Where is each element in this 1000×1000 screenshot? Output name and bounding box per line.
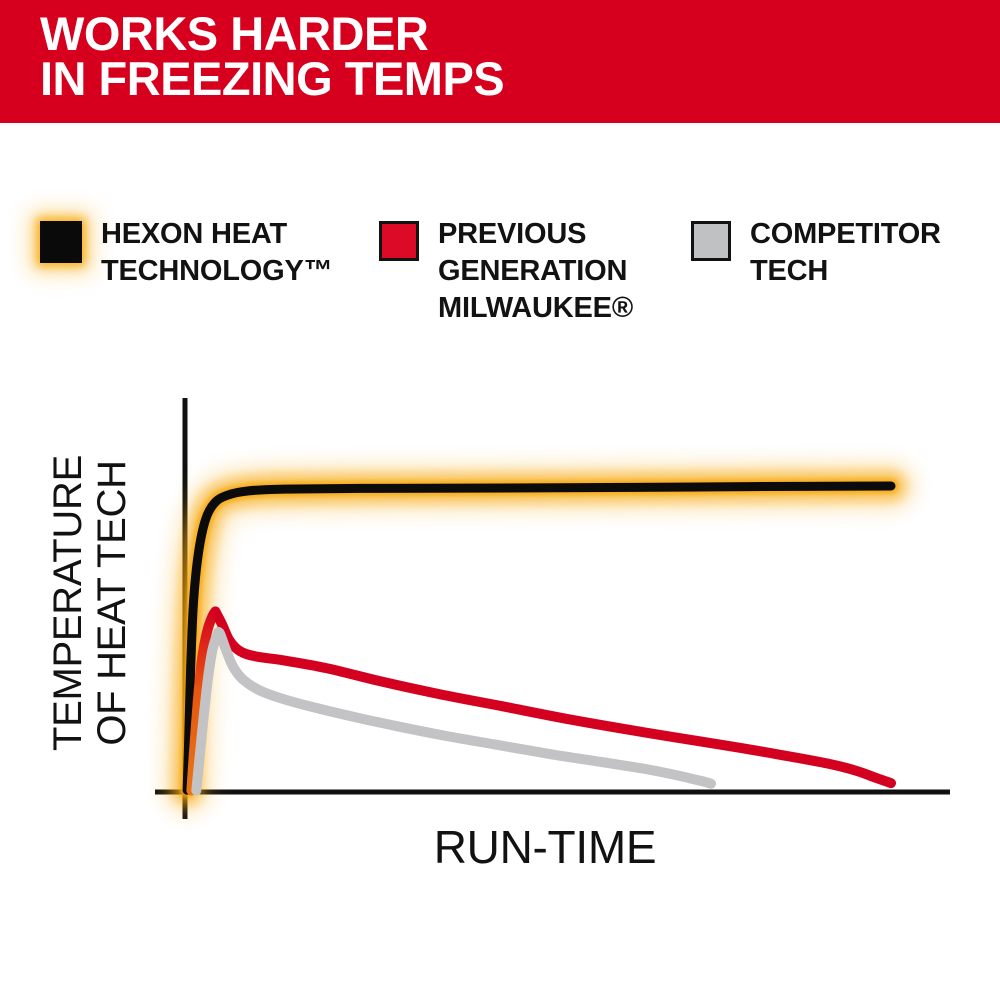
previous-generation-swatch (379, 221, 419, 261)
y-axis-label: TEMPERATURE OF HEAT TECH (46, 403, 134, 803)
legend-item-previous-generation: PREVIOUS GENERATION MILWAUKEE® (379, 218, 633, 327)
previous-generation-label: PREVIOUS GENERATION MILWAUKEE® (438, 216, 633, 327)
legend-line: PREVIOUS (438, 218, 587, 250)
legend-line: GENERATION (438, 255, 628, 287)
legend-item-hexon-heat: HEXON HEAT TECHNOLOGY™ (40, 218, 333, 290)
previous-generation-curve (210, 606, 896, 789)
legend-line: TECH (750, 255, 829, 287)
hexon-heat-label: HEXON HEAT TECHNOLOGY™ (101, 216, 333, 290)
hexon-heat-swatch (40, 221, 82, 263)
legend-item-competitor-tech: COMPETITOR TECH (691, 218, 941, 290)
legend-line: MILWAUKEE® (438, 292, 633, 324)
hexon-curve-glow-outer (161, 460, 917, 817)
competitor-tech-swatch (691, 221, 731, 261)
legend-line: HEXON HEAT (101, 218, 287, 250)
hexon-curve-glow (171, 470, 907, 807)
competitor-tech-label: COMPETITOR TECH (750, 216, 941, 290)
headline-banner: WORKS HARDER IN FREEZING TEMPS (0, 0, 1000, 123)
competitor-tech-curve (191, 627, 716, 796)
hexon-curve-glow-inner (179, 478, 899, 798)
legend-line: TECHNOLOGY™ (101, 255, 333, 287)
y-axis-label-line: TEMPERATURE (46, 455, 90, 751)
hexon-heat-curve (182, 481, 896, 795)
x-axis-label: RUN-TIME (433, 821, 657, 873)
legend-line: COMPETITOR (750, 218, 941, 250)
headline-line-2: IN FREEZING TEMPS (40, 52, 505, 105)
y-axis-label-line: OF HEAT TECH (90, 460, 134, 746)
headline-line-1: WORKS HARDER (40, 7, 429, 60)
